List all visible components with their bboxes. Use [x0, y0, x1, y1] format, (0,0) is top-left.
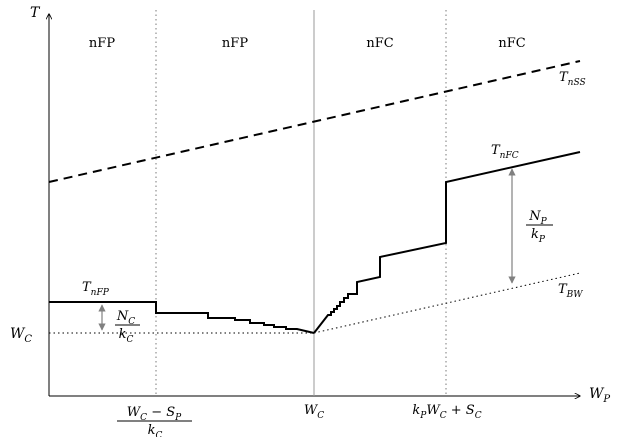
label-t-nss: TnSS — [559, 70, 586, 88]
fraction-np-kp: NP kP — [526, 209, 553, 245]
svg-text:kC: kC — [148, 423, 163, 437]
label-t-nfp: TnFP — [82, 280, 110, 298]
label-t-nfc: TnFC — [491, 143, 519, 161]
svg-text:NP: NP — [528, 209, 547, 227]
t-nss-curve — [48, 60, 581, 183]
x-tick-wc: WC — [304, 403, 324, 421]
region-label-4: nFC — [498, 36, 525, 51]
x-tick-left-fraction: WC − SP kC — [117, 405, 192, 437]
region-label-3: nFC — [366, 36, 393, 51]
svg-text:WC − SP: WC − SP — [127, 405, 182, 423]
y-axis-label: T — [30, 5, 41, 21]
svg-text:NC: NC — [116, 309, 135, 327]
svg-text:kP: kP — [531, 227, 546, 245]
t-bw-curve — [313, 272, 581, 334]
x-axis-label: WP — [589, 386, 610, 405]
region-label-1: nFP — [89, 36, 115, 51]
region-label-2: nFP — [222, 36, 248, 51]
label-t-bw: TBW — [558, 282, 583, 300]
x-tick-right: kPWC + SC — [412, 403, 481, 421]
t-nfc-curve — [313, 151, 581, 334]
t-nfp-curve — [49, 301, 315, 334]
y-tick-wc: WC — [10, 326, 32, 345]
svg-text:kC: kC — [119, 327, 134, 345]
fraction-nc-kc: NC kC — [115, 309, 140, 345]
